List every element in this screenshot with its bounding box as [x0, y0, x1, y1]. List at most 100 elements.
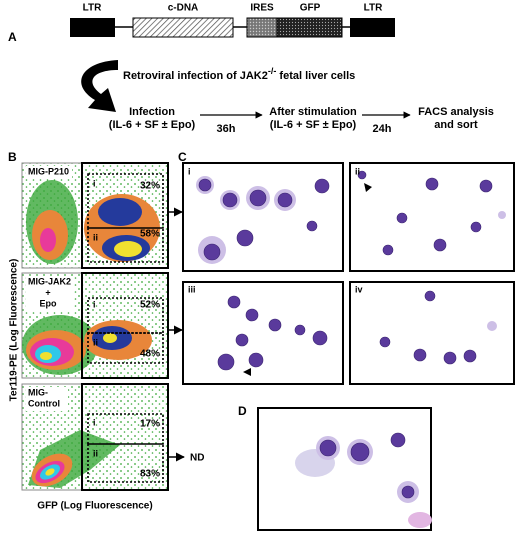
plot-name: Control — [28, 398, 60, 408]
construct-label: LTR — [83, 3, 102, 14]
arrowhead — [243, 368, 251, 376]
gate — [87, 413, 164, 445]
gate — [87, 443, 164, 483]
population — [40, 352, 52, 360]
gate — [81, 383, 169, 491]
micrograph: iii — [182, 281, 344, 385]
image-frame — [182, 281, 344, 385]
gate-percent: 17% — [140, 419, 160, 430]
cell — [425, 177, 439, 191]
construct-label: IRES — [250, 3, 274, 14]
cell — [306, 220, 318, 232]
micrograph: iv — [349, 281, 515, 385]
cell — [479, 179, 493, 193]
image-label: iv — [355, 284, 363, 294]
text: Retroviral infection of JAK2 — [123, 70, 268, 82]
cell — [382, 244, 394, 256]
cell — [222, 192, 238, 208]
population — [45, 468, 55, 476]
y-axis-label: Ter119-PE (Log Fluorescence) — [9, 259, 20, 402]
duration: 24h — [373, 123, 392, 135]
step-title: Infection — [129, 106, 175, 118]
image-label: iii — [188, 284, 196, 294]
cell — [424, 290, 436, 302]
gate-percent: 32% — [140, 181, 160, 192]
x-axis-label: GFP (Log Fluorescence) — [37, 501, 152, 512]
gate-percent: 58% — [140, 229, 160, 240]
label-bg — [26, 166, 72, 178]
image-label: i — [188, 166, 191, 176]
construct-label: c-DNA — [168, 3, 199, 14]
cell — [314, 178, 330, 194]
text: fetal liver cells — [276, 70, 355, 82]
step-detail: (IL-6 + SF ± Epo) — [270, 119, 357, 131]
step-detail: and sort — [434, 119, 478, 131]
cell — [294, 324, 306, 336]
cell — [277, 192, 293, 208]
panel-label: C — [178, 150, 187, 164]
cell — [413, 348, 427, 362]
population — [40, 228, 56, 252]
ltr-box — [350, 18, 395, 37]
gfp-box — [276, 17, 343, 38]
gate-label: ii — [93, 232, 98, 242]
cell — [235, 333, 249, 347]
cell — [236, 229, 254, 247]
population — [103, 333, 117, 343]
label-bg — [26, 276, 74, 312]
gate — [87, 173, 164, 229]
cell — [245, 308, 259, 322]
step-detail: (IL-6 + SF ± Epo) — [109, 119, 196, 131]
panel-label: B — [8, 150, 17, 164]
plot-name: MIG- — [28, 387, 48, 397]
cell — [350, 442, 370, 462]
panel-label: D — [238, 404, 247, 418]
plot-name: MIG-JAK2 — [28, 276, 71, 286]
cell — [463, 349, 477, 363]
cell — [390, 432, 406, 448]
gate-label: ii — [93, 337, 98, 347]
plot-name: MIG-P210 — [28, 166, 69, 176]
arrowhead — [364, 183, 372, 192]
panel-label: A — [8, 30, 17, 44]
micrograph: ii — [349, 162, 515, 272]
cell — [470, 221, 482, 233]
gate-label: i — [93, 178, 96, 188]
gate-percent: 83% — [140, 469, 160, 480]
duration: 36h — [217, 123, 236, 135]
gate — [81, 272, 169, 379]
infection-text: Retroviral infection of JAK2-/- fetal li… — [123, 66, 355, 82]
cell — [203, 243, 221, 261]
ltr-box — [70, 18, 115, 37]
plot-name: + — [45, 287, 50, 297]
gate — [81, 162, 169, 269]
superscript: -/- — [268, 66, 277, 76]
gate-label: i — [93, 299, 96, 309]
micrograph — [257, 407, 432, 531]
cell — [198, 178, 212, 192]
cell — [227, 295, 241, 309]
cell — [248, 352, 264, 368]
gate — [87, 227, 164, 263]
population — [114, 241, 142, 257]
flow-plot: MIG-JAK2 + Epo i 52% ii 48% — [21, 272, 169, 379]
micrograph: i — [182, 162, 344, 272]
cdna-box — [132, 17, 234, 38]
gate-percent: 48% — [140, 349, 160, 360]
cell — [487, 321, 497, 331]
plot-name: Epo — [40, 298, 58, 308]
image-frame — [182, 162, 344, 272]
gate — [87, 297, 164, 334]
image-frame — [349, 281, 515, 385]
ires-box — [246, 17, 278, 38]
cell — [249, 189, 267, 207]
image-frame — [257, 407, 432, 531]
gate-label: ii — [93, 448, 98, 458]
cell — [396, 212, 408, 224]
label-bg — [26, 387, 68, 411]
curved-arrow — [81, 60, 118, 112]
cell — [357, 170, 367, 180]
cell — [401, 485, 415, 499]
nd-label: ND — [190, 453, 204, 464]
